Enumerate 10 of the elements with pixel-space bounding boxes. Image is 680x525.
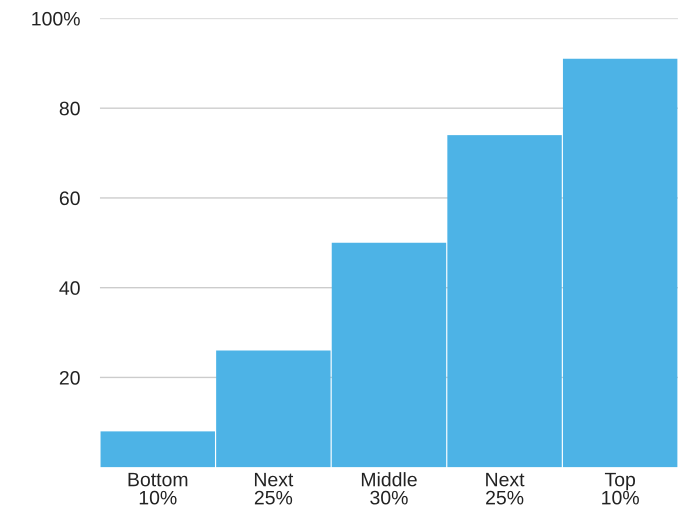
y-tick-label: 100%	[32, 12, 80, 26]
y-tick-label: 20	[60, 370, 80, 385]
y-tick-label: 80	[60, 102, 80, 116]
x-tick-label: Bottom 10%	[128, 472, 188, 505]
x-tick-label: Middle 30%	[362, 472, 417, 505]
y-tick-label: 60	[60, 191, 80, 206]
x-tick-label: Next 25%	[254, 472, 294, 505]
x-tick-label: Next 25%	[486, 472, 524, 505]
x-tick-label: Top 10%	[602, 472, 639, 505]
y-tick-label: 40	[59, 281, 80, 295]
